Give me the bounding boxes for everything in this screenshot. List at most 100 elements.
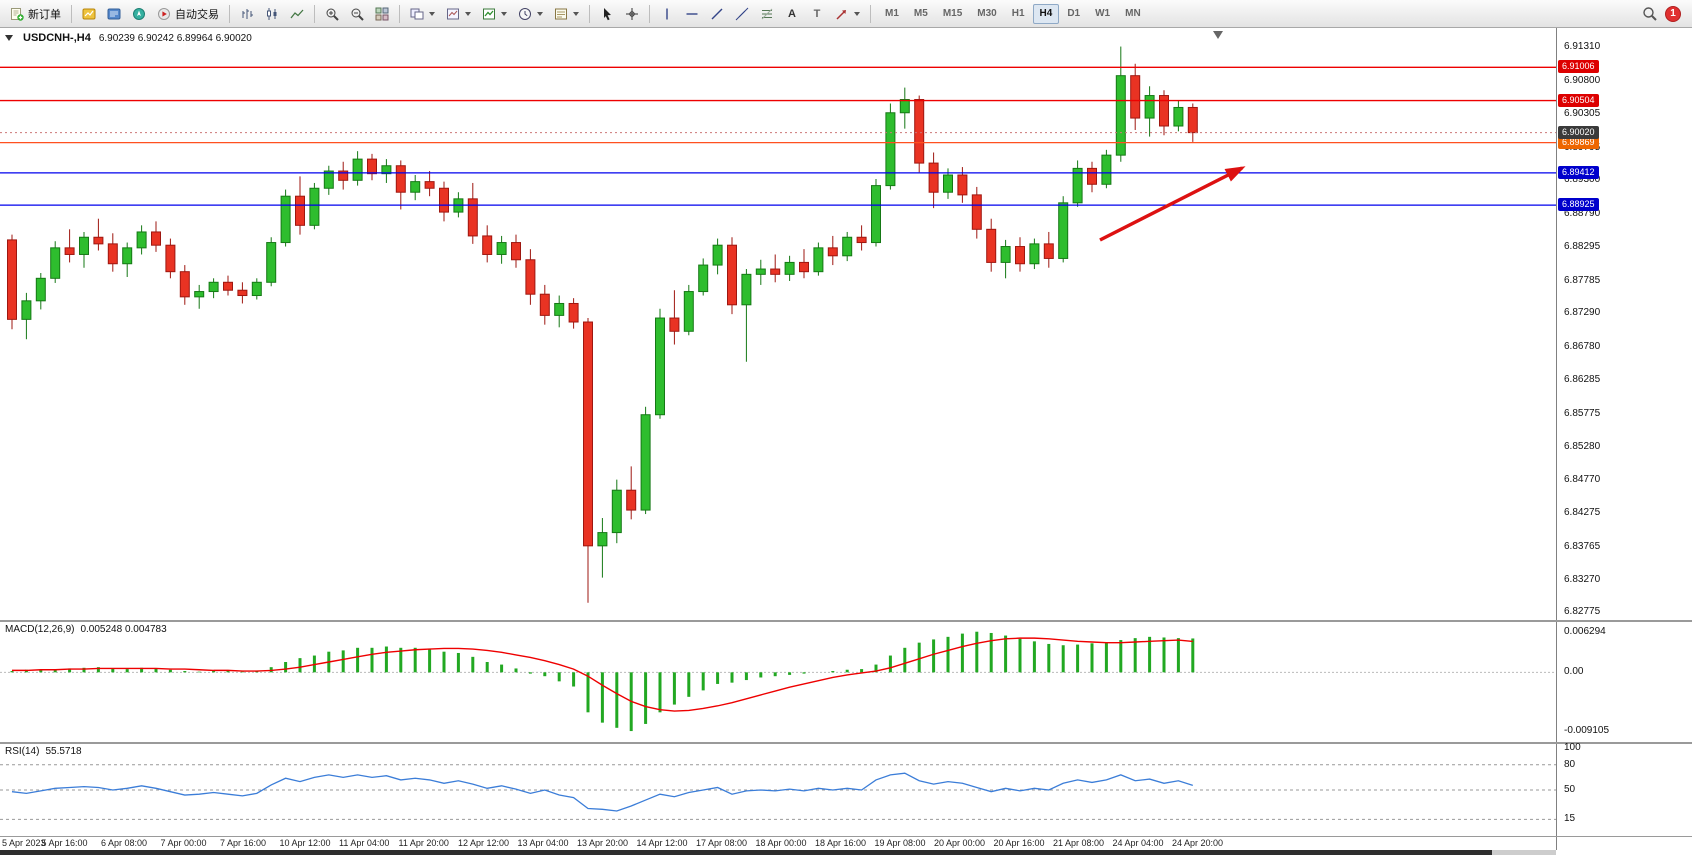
new-order-button[interactable]: 新订单 (5, 3, 66, 25)
chart-options-button[interactable] (549, 3, 584, 25)
price-axis-label: 6.90305 (1564, 107, 1601, 119)
label-tool-button[interactable]: T (805, 3, 829, 25)
chevron-down-icon (854, 11, 860, 16)
time-axis-label: 11 Apr 20:00 (398, 838, 449, 848)
price-axis-label: 6.82775 (1564, 606, 1601, 618)
rsi-header: RSI(14) 55.5718 (5, 746, 82, 757)
price-axis[interactable]: 6.913106.908006.903056.897956.893006.887… (1556, 28, 1692, 620)
time-axis-label: 20 Apr 00:00 (934, 838, 986, 848)
navigator-button[interactable] (127, 3, 151, 25)
price-axis-label: 6.84275 (1564, 507, 1601, 519)
period-icon (519, 7, 531, 20)
time-axis[interactable]: 5 Apr 2023 5 Apr 16:00 6 Apr 08:00 7 Apr 00… (0, 837, 1556, 850)
timeframe-h4-button[interactable]: H4 (1032, 3, 1060, 24)
timeframe-h1-button[interactable]: H1 (1005, 4, 1032, 24)
timeframe-m1-button[interactable]: M1 (878, 4, 906, 24)
text-tool-button[interactable]: A (780, 3, 804, 25)
market-watch-icon (82, 8, 96, 19)
chevron-down-icon (465, 11, 471, 16)
scrollbar-thumb[interactable] (0, 850, 1492, 855)
label-tool-icon: T (813, 7, 821, 20)
channel-tool-button[interactable] (730, 3, 754, 25)
data-window-expander-icon[interactable] (5, 35, 13, 41)
horizontal-scrollbar[interactable] (0, 850, 1556, 855)
trendline-icon (711, 8, 723, 19)
chart-options-icon (555, 8, 567, 19)
candlestick-chart-icon (267, 7, 277, 20)
rsi-name: RSI(14) (5, 746, 40, 757)
price-axis-label: 6.91310 (1564, 41, 1601, 53)
price-axis-label: 6.86285 (1564, 373, 1601, 385)
trendline-tool-button[interactable] (705, 3, 729, 25)
auto-trading-button[interactable]: 自动交易 (152, 3, 224, 25)
rsi-axis-label: 80 (1564, 758, 1576, 770)
panel-separator[interactable] (0, 742, 1692, 744)
data-window-button[interactable] (102, 3, 126, 25)
price-axis-label: 6.85280 (1564, 440, 1601, 452)
macd-canvas (0, 631, 1556, 732)
new-chart-button[interactable] (477, 3, 512, 25)
text-tool-icon: A (788, 7, 796, 20)
notification-badge[interactable]: 1 (1665, 5, 1681, 22)
rsi-axis[interactable]: 100 80 50 15 (1556, 742, 1692, 836)
horizontal-line-icon (686, 12, 698, 15)
navigator-icon (133, 7, 145, 20)
macd-axis[interactable]: 0.006294 0.00 -0.009105 (1556, 622, 1692, 742)
candlestick-chart-button[interactable] (260, 3, 284, 25)
chart-profile-button[interactable] (405, 3, 440, 25)
search-button[interactable] (1637, 3, 1662, 25)
timeframe-mn-button[interactable]: MN (1118, 4, 1148, 24)
toolbar-separator (229, 4, 230, 23)
price-level-tag: 6.88925 (1558, 198, 1599, 212)
timeframe-m15-button[interactable]: M15 (936, 4, 969, 24)
time-axis-label: 14 Apr 12:00 (636, 838, 688, 848)
tile-windows-button[interactable] (370, 3, 394, 25)
bar-chart-icon (242, 8, 253, 19)
cursor-button[interactable] (595, 3, 619, 25)
time-axis-label: 18 Apr 16:00 (815, 838, 867, 848)
time-axis-label: 7 Apr 00:00 (160, 838, 207, 848)
time-axis-label: 18 Apr 00:00 (755, 838, 807, 848)
panel-separator[interactable] (0, 620, 1692, 622)
line-chart-button[interactable] (285, 3, 309, 25)
price-chart-plot[interactable]: USDCNH-,H4 6.90239 6.90242 6.89964 6.900… (0, 28, 1556, 620)
time-axis-label: 7 Apr 16:00 (220, 838, 267, 848)
crosshair-button[interactable] (620, 3, 644, 25)
bar-chart-button[interactable] (235, 3, 259, 25)
zoom-in-icon (326, 8, 339, 21)
chart-template-button[interactable] (441, 3, 476, 25)
new-order-label: 新订单 (28, 8, 61, 21)
market-watch-button[interactable] (77, 3, 101, 25)
auto-trading-icon (158, 7, 170, 20)
chart-ohlc-values: 6.90239 6.90242 6.89964 6.90020 (98, 32, 252, 44)
price-axis-label: 6.83765 (1564, 540, 1601, 552)
macd-axis-label: 0.00 (1564, 666, 1584, 678)
fibonacci-tool-button[interactable] (755, 3, 779, 25)
timeframe-d1-button[interactable]: D1 (1060, 4, 1087, 24)
timeframe-m5-button[interactable]: M5 (907, 4, 935, 24)
scrollbar-row (0, 850, 1692, 855)
zoom-out-button[interactable] (345, 3, 369, 25)
rsi-canvas (0, 764, 1556, 820)
macd-panel: MACD(12,26,9) 0.005248 0.004783 0.006294… (0, 622, 1692, 742)
zoom-in-button[interactable] (320, 3, 344, 25)
toolbar-separator (399, 4, 400, 23)
chevron-down-icon (501, 11, 507, 16)
macd-name: MACD(12,26,9) (5, 624, 75, 635)
price-axis-label: 6.90800 (1564, 74, 1601, 86)
arrows-tool-button[interactable] (830, 3, 865, 25)
time-axis-label: 17 Apr 08:00 (696, 838, 748, 848)
time-axis-label: 24 Apr 20:00 (1172, 838, 1224, 848)
line-chart-icon (290, 9, 304, 18)
vertical-line-tool-button[interactable] (655, 3, 679, 25)
horizontal-line-tool-button[interactable] (680, 3, 704, 25)
toolbar-separator (71, 4, 72, 23)
price-level-tag: 6.91006 (1558, 60, 1599, 74)
scrollbar-corner (1556, 850, 1692, 855)
timeframe-m30-button[interactable]: M30 (970, 4, 1003, 24)
new-chart-icon (483, 8, 495, 19)
period-button[interactable] (513, 3, 548, 25)
time-axis-label: 6 Apr 08:00 (101, 838, 148, 848)
price-level-tag: 6.89412 (1558, 165, 1599, 179)
timeframe-w1-button[interactable]: W1 (1088, 4, 1117, 24)
